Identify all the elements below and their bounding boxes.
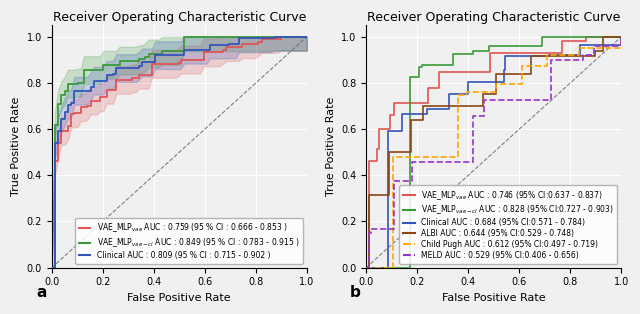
Legend: VAE_MLP$_{vae}$ AUC : 0.759 (95 % CI : 0.666 - 0.853 ), VAE_MLP$_{vae-cl}$ AUC :: VAE_MLP$_{vae}$ AUC : 0.759 (95 % CI : 0…: [75, 218, 303, 264]
Legend: VAE_MLP$_{vae}$ AUC : 0.746 (95% CI:0.637 - 0.837), VAE_MLP$_{vae-cl}$ AUC : 0.8: VAE_MLP$_{vae}$ AUC : 0.746 (95% CI:0.63…: [399, 185, 618, 264]
X-axis label: False Positive Rate: False Positive Rate: [442, 293, 545, 303]
Text: a: a: [36, 285, 47, 300]
X-axis label: False Positive Rate: False Positive Rate: [127, 293, 231, 303]
Title: Receiver Operating Characteristic Curve: Receiver Operating Characteristic Curve: [52, 11, 306, 24]
Title: Receiver Operating Characteristic Curve: Receiver Operating Characteristic Curve: [367, 11, 620, 24]
Text: b: b: [350, 285, 361, 300]
Y-axis label: True Positive Rate: True Positive Rate: [326, 97, 335, 196]
Y-axis label: True Positive Rate: True Positive Rate: [11, 97, 21, 196]
